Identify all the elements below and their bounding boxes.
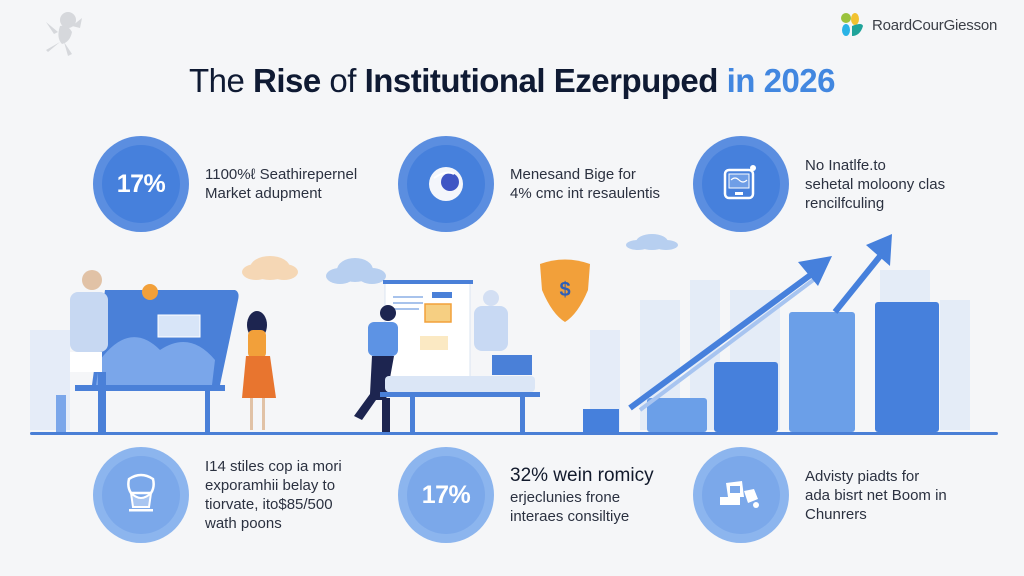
- stat-description: I14 stiles cop ia mori exporamhii belay …: [205, 457, 342, 533]
- cherub-silhouette-icon: [46, 12, 82, 56]
- stat-description: 1100%ℓ Seathirepernel Market adupment: [205, 165, 357, 203]
- presentation-easel: [354, 280, 540, 432]
- stat-description: Advisty piadts for ada bisrt net Boom in…: [805, 467, 947, 524]
- hero-illustration: $: [30, 234, 970, 432]
- stat-line: exporamhii belay to: [205, 477, 336, 494]
- stat-card-top-2: Menesand Bige for 4% cmc int resaulentis: [398, 136, 660, 232]
- stat-card-bottom-1: I14 stiles cop ia mori exporamhii belay …: [93, 447, 342, 543]
- stat-line: erjeclunies frone: [510, 489, 621, 506]
- stat-line: wath poons: [205, 515, 282, 532]
- workers-at-board: [56, 270, 276, 432]
- stat-line: ada bisrt net Boom in: [805, 486, 947, 504]
- ground-line: [30, 432, 998, 435]
- brand: RoardCourGiesson: [840, 12, 997, 38]
- stat-line: tiorvate, ito$85/500: [205, 496, 333, 513]
- growth-bar-chart: [583, 302, 939, 432]
- title-year: in 2026: [717, 62, 836, 99]
- svg-text:$: $: [559, 279, 570, 301]
- stat-line: Menesand Bige for: [510, 166, 636, 183]
- stat-badge: 17%: [398, 447, 494, 543]
- stat-description: 32% wein romicy erjeclunies frone intera…: [510, 464, 654, 526]
- desk-machine-icon: [720, 481, 759, 508]
- stat-badge: [93, 447, 189, 543]
- title-part: of: [320, 62, 365, 99]
- stat-description: No Inatlfe.to sehetal moloony clas renci…: [805, 156, 945, 213]
- stat-line: Advisty piadts for: [805, 467, 920, 485]
- kettlebell-bag-icon: [127, 473, 155, 512]
- stat-line: 4% cmc int resaulentis: [510, 185, 661, 202]
- stat-badge: 17%: [93, 136, 189, 232]
- stat-description: Menesand Bige for 4% cmc int resaulentis: [510, 165, 660, 203]
- stat-card-bottom-2: 17% 32% wein romicy erjeclunies frone in…: [398, 447, 654, 543]
- stat-badge: [693, 447, 789, 543]
- shield-dollar-icon: $: [540, 259, 590, 322]
- page-title: The Rise of Institutional Ezerpuped in 2…: [0, 62, 1024, 100]
- stat-line: Chunrers: [805, 505, 867, 523]
- stat-card-top-3: No Inatlfe.to sehetal moloony clas renci…: [693, 136, 945, 232]
- title-part: Institutional Ezerpuped: [364, 62, 719, 99]
- eye-orb-icon: [429, 167, 463, 201]
- stat-line: 1100%ℓ Seathirepernel: [205, 166, 358, 183]
- four-petal-logo-icon: [841, 13, 863, 36]
- badge-value: 17%: [116, 169, 166, 198]
- stat-badge: [398, 136, 494, 232]
- stat-line: Market adupment: [205, 185, 322, 202]
- title-part: The: [188, 62, 254, 99]
- monitor-map-icon: [723, 165, 756, 200]
- up-arrows: [628, 234, 892, 412]
- stat-lead: 32% wein romicy: [510, 465, 654, 486]
- stat-line: I14 stiles cop ia mori: [205, 458, 342, 475]
- stat-line: sehetal moloony clas: [805, 175, 946, 193]
- badge-value: 17%: [421, 480, 471, 509]
- stat-line: No Inatlfe.to: [805, 156, 886, 174]
- stat-line: interaes consiltiye: [510, 508, 630, 525]
- stat-card-top-1: 17% 1100%ℓ Seathirepernel Market adupmen…: [93, 136, 357, 232]
- brand-name: RoardCourGiesson: [872, 16, 998, 34]
- title-part: Rise: [253, 62, 321, 99]
- stat-line: rencilfculing: [805, 194, 885, 212]
- stat-card-bottom-3: Advisty piadts for ada bisrt net Boom in…: [693, 447, 947, 543]
- cloud-blue: [326, 234, 678, 284]
- stat-badge: [693, 136, 789, 232]
- cloud-orange: [242, 256, 298, 280]
